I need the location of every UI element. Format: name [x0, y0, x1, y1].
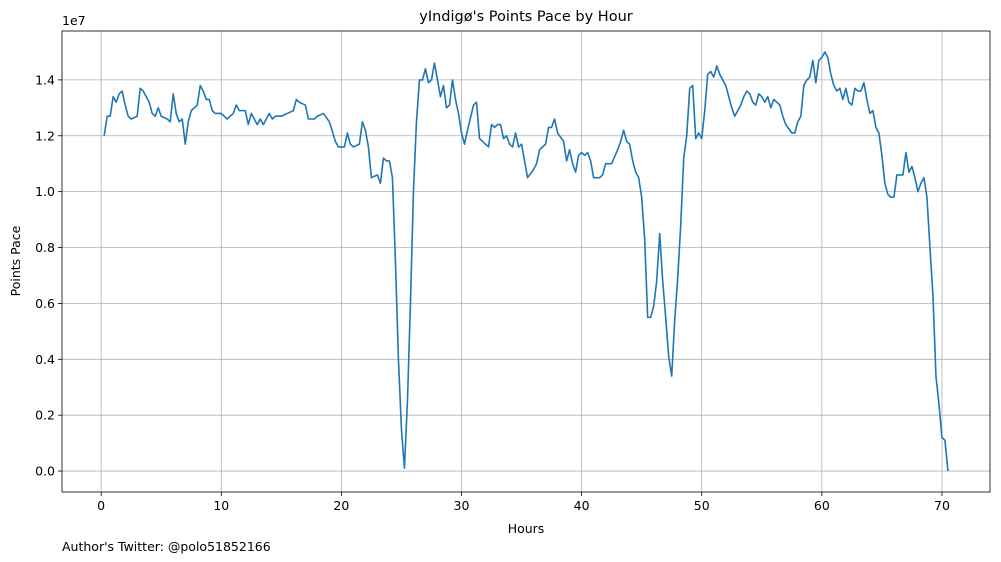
x-tick-label: 60: [814, 498, 830, 513]
x-tick-label: 40: [574, 498, 590, 513]
y-offset-label: 1e7: [62, 13, 86, 28]
y-tick-label: 0.2: [35, 408, 55, 423]
plot-frame: [61, 30, 991, 493]
line: [103, 51, 949, 472]
x-tick-label: 10: [213, 498, 229, 513]
y-tick-label: 0.8: [35, 240, 55, 255]
y-tick-label: 0.0: [35, 464, 55, 479]
y-tick-label: 0.6: [35, 296, 55, 311]
y-tick-label: 0.4: [35, 352, 55, 367]
chart-title: yIndigø's Points Pace by Hour: [419, 9, 633, 25]
x-tick-label: 30: [454, 498, 470, 513]
y-axis-label: Points Pace: [8, 225, 23, 296]
x-tick-label: 70: [934, 498, 950, 513]
y-tick-label: 1.4: [35, 72, 55, 87]
y-tick-label: 1.2: [35, 128, 55, 143]
x-tick-label: 50: [694, 498, 710, 513]
x-axis-label: Hours: [508, 521, 545, 536]
x-tick-label: 20: [333, 498, 349, 513]
footnote: Author's Twitter: @polo51852166: [62, 539, 271, 554]
y-tick-label: 1.0: [35, 184, 55, 199]
x-tick-label: 0: [97, 498, 105, 513]
